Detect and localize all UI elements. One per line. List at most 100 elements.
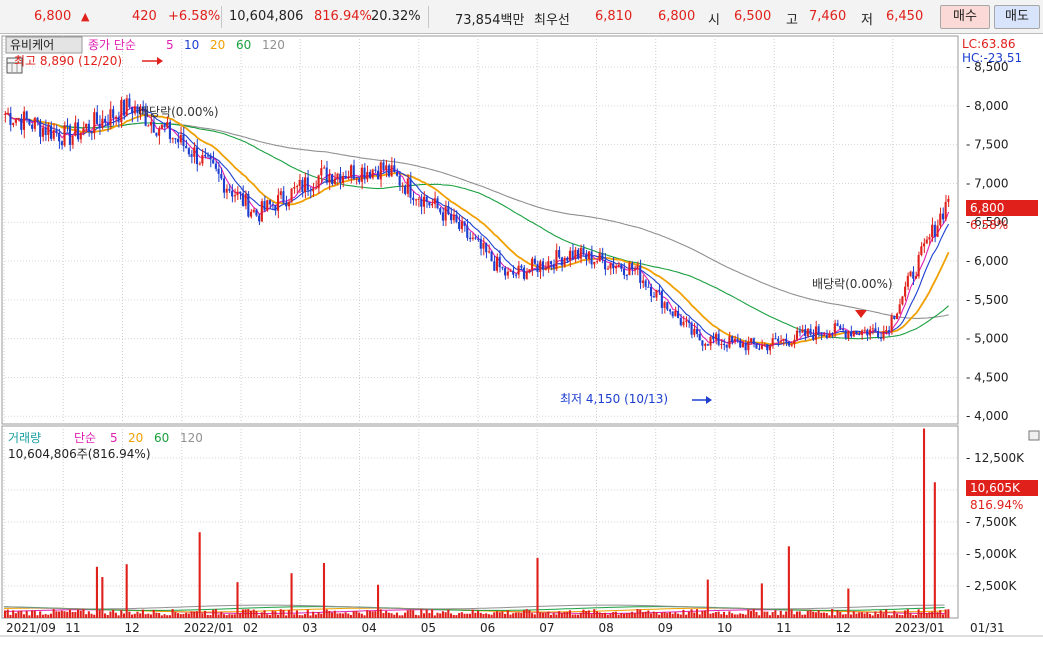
candle-body [425,196,428,203]
volume-bar [847,588,850,618]
current-price-tag-text: 6,800 [970,201,1004,215]
ma-legend-item: 20 [210,38,225,52]
volume-bar [531,613,534,618]
volume-bar [322,562,326,618]
price-y-tick-label: - 8,500 [966,60,1009,74]
current-price-tag [966,200,1038,216]
candle-body [79,132,82,140]
candle-body [663,302,666,308]
candle-body [74,122,77,136]
volume-bar [320,613,323,618]
dividend-arrow-icon [855,310,867,318]
volume-bar [698,614,701,618]
stock-name-tab[interactable] [5,36,83,54]
hc-value: HC:-23.51 [962,51,1022,65]
sell-button[interactable]: 매도 [994,5,1040,29]
high-price: 7,460 [809,9,847,24]
candle-body [887,330,890,332]
x-tick-label: 11 [776,621,791,635]
candle-body [822,334,826,336]
candle-body [233,195,236,197]
ma60-path [5,112,949,340]
calendar-icon[interactable] [6,57,23,74]
candle-body [276,195,280,211]
candle-body [568,250,571,261]
candle-body [268,200,271,205]
price-ma-legend: 5 10 20 60 120 [166,38,285,52]
volume-bar [836,610,839,618]
candle-body [649,286,653,297]
volume-bar [549,614,553,618]
volume-bar [58,611,61,618]
stock-chart[interactable]: - 4,000 - 4,500 - 5,000 - 5,500 - 6,000 - 6,5… [0,34,1043,649]
candle-body [82,128,85,133]
volume-bar [628,612,631,618]
panel-menu-icon[interactable] [1028,430,1040,441]
candle-body [755,344,758,349]
volume-bar [471,609,474,618]
candle-body [133,106,136,114]
candle-body [12,122,15,125]
candle-body [109,109,112,126]
candle-body [293,187,296,189]
candle-body [422,196,426,207]
volume-bar [574,614,577,618]
volume-bar [912,615,915,618]
candle-body [901,296,904,305]
volume-bar [363,615,366,618]
volume-bar [747,609,750,618]
turnover-pct: 20.32% [371,9,421,24]
candle-body [63,125,66,146]
candle-body [398,175,401,186]
candle-body [412,197,415,200]
candle-body [44,127,47,135]
candle-body [606,268,609,270]
volume-bar [717,611,720,618]
candle-body [625,275,628,277]
candle-body [104,118,107,123]
volume-bar [790,609,793,618]
volume-bar [187,613,190,618]
volume-bar [336,613,339,618]
candle-body [577,249,580,259]
volume-bar [887,615,890,618]
price-y-tick-label: - 6,500 [966,215,1009,229]
volume-bar [260,612,263,618]
candle-body [655,289,658,298]
volume-bar [479,612,482,618]
volume-bar [458,613,461,618]
candle-body [939,213,942,226]
buy-button[interactable]: 매수 [940,5,990,29]
volume-bar [779,610,782,618]
candle-body [712,336,715,340]
volume-text: 10,604,806주(816.94%) [8,447,151,461]
candle-body [733,338,736,342]
candle-body [176,138,180,143]
candle-body [566,257,569,261]
candle-body [31,124,34,129]
candle-body [279,191,282,196]
volume-bar [801,614,804,618]
volume-bar [466,613,469,618]
candle-body [793,339,796,345]
volume-bar [585,610,588,618]
volume-bar [276,614,280,618]
candle-body [168,121,171,139]
volume-bar [622,613,626,618]
x-tick-label: 08 [599,621,614,635]
candle-body [495,256,499,271]
volume-bar [52,609,55,618]
volume-bar [671,613,674,618]
candle-body [749,338,753,342]
candle-body [49,125,53,139]
volume-bar [631,611,634,618]
candle-body [236,191,239,196]
dividend-annotation-2: 배당락(0.00%) [812,277,893,291]
candle-body [758,348,761,350]
candle-body [509,270,512,272]
candle-body [160,124,163,129]
candle-body [14,118,17,123]
candle-body [390,165,393,177]
price-y-tick-label: - 7,500 [966,138,1009,152]
volume-ma-legend-item: 5 [110,431,118,445]
